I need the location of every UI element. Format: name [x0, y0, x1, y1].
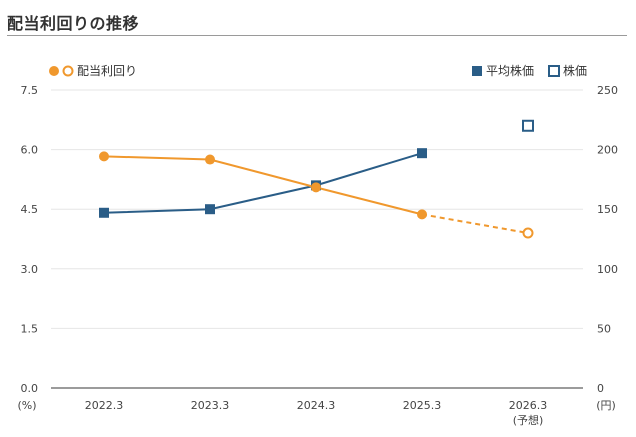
legend-marker-yield-open — [62, 65, 74, 77]
average-price-point — [99, 207, 109, 218]
dividend-yield-point — [311, 182, 321, 193]
dividend-yield-point — [205, 154, 215, 165]
dividend-yield-forecast-point — [522, 227, 534, 239]
page-title: 配当利回りの推移 — [7, 14, 140, 33]
x-axis-ticks: 2022.3 2023.3 2024.3 2025.3 2026.3(予想) — [85, 399, 548, 427]
dividend-yield-point — [99, 151, 109, 162]
left-tick-label: 6.0 — [21, 144, 39, 157]
x-tick-label: 2025.3 — [403, 399, 442, 412]
left-tick-label: 7.5 — [21, 84, 39, 97]
series-layer — [99, 119, 534, 239]
left-tick-label: 3.0 — [21, 263, 39, 276]
right-tick-label: 250 — [597, 84, 618, 97]
title-divider — [7, 35, 627, 36]
average-price-point — [417, 148, 427, 159]
x-tick-label: 2022.3 — [85, 399, 124, 412]
dividend-yield-point — [417, 209, 427, 220]
x-tick-label: 2024.3 — [297, 399, 336, 412]
legend-label-average-price: 平均株価 — [486, 63, 534, 78]
legend-label-yield: 配当利回り — [77, 64, 137, 78]
legend-marker-stock-price — [548, 65, 560, 77]
dividend-yield-forecast-line — [421, 213, 529, 235]
left-axis-unit: (%) — [17, 399, 36, 412]
left-tick-label: 4.5 — [21, 203, 39, 216]
right-tick-label: 150 — [597, 203, 618, 216]
left-tick-label: 1.5 — [21, 322, 39, 335]
legend: 配当利回り 平均株価 株価 — [49, 63, 587, 78]
left-tick-label: 0.0 — [21, 382, 39, 395]
right-tick-label: 0 — [597, 382, 604, 395]
stock-price-point — [522, 119, 534, 132]
legend-label-stock-price: 株価 — [563, 63, 587, 78]
gridlines — [51, 89, 583, 389]
average-price-point — [205, 204, 215, 215]
left-axis-ticks: 0.0 1.5 3.0 4.5 6.0 7.5 (%) — [17, 84, 38, 412]
right-axis-unit: (円) — [596, 399, 616, 412]
right-tick-label: 50 — [597, 322, 611, 335]
dividend-yield-line — [103, 155, 423, 216]
right-tick-label: 100 — [597, 263, 618, 276]
legend-marker-average-price — [472, 66, 482, 76]
average-price-line — [103, 152, 423, 214]
legend-marker-yield-filled — [49, 66, 59, 76]
right-axis-ticks: 0 50 100 150 200 250 (円) — [596, 84, 618, 412]
x-tick-sublabel: (予想) — [513, 413, 544, 427]
right-tick-label: 200 — [597, 144, 618, 157]
x-tick-label: 2023.3 — [191, 399, 230, 412]
x-tick-label: 2026.3 — [509, 399, 548, 412]
